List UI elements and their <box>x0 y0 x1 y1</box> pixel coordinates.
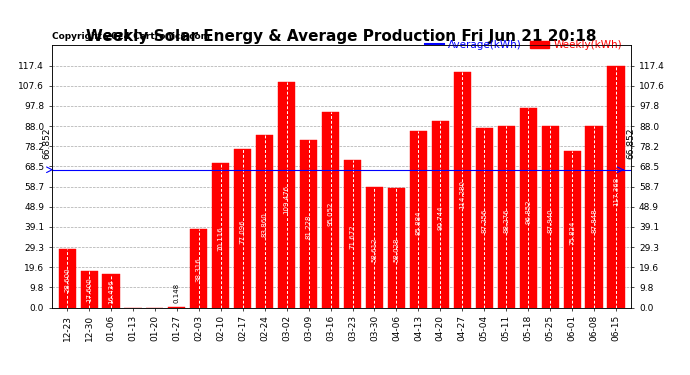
Text: 117.368: 117.368 <box>613 177 619 206</box>
Bar <box>81 271 98 308</box>
Bar <box>278 82 295 308</box>
Bar <box>564 151 581 308</box>
Bar <box>256 135 273 308</box>
Bar <box>542 126 559 308</box>
Text: 77.096: 77.096 <box>239 219 246 244</box>
Bar <box>213 163 229 308</box>
Bar <box>410 130 427 308</box>
Text: 114.280: 114.280 <box>460 180 465 209</box>
Text: 87.848: 87.848 <box>591 208 597 233</box>
Text: 90.744: 90.744 <box>437 206 444 230</box>
Bar <box>59 249 76 308</box>
Text: 83.860: 83.860 <box>262 212 268 237</box>
Bar <box>607 66 624 308</box>
Text: 66.852: 66.852 <box>43 128 52 159</box>
Text: 95.052: 95.052 <box>328 201 333 226</box>
Bar <box>520 108 537 308</box>
Bar <box>190 228 208 308</box>
Text: 66.852: 66.852 <box>627 128 636 159</box>
Text: 38.316: 38.316 <box>196 257 202 282</box>
Bar <box>388 188 405 308</box>
Text: 109.476: 109.476 <box>284 184 290 214</box>
Text: 70.116: 70.116 <box>218 226 224 251</box>
Text: 58.028: 58.028 <box>393 238 400 262</box>
Text: 17.600: 17.600 <box>86 278 92 303</box>
Text: 71.672: 71.672 <box>350 224 355 249</box>
Text: 88.276: 88.276 <box>503 208 509 232</box>
Bar <box>300 140 317 308</box>
Text: Copyright 2024 Cartronics.com: Copyright 2024 Cartronics.com <box>52 32 210 41</box>
Bar <box>322 112 339 308</box>
Legend: Average(kWh), Weekly(kWh): Average(kWh), Weekly(kWh) <box>422 36 626 54</box>
Text: 87.940: 87.940 <box>547 208 553 233</box>
Title: Weekly Solar Energy & Average Production Fri Jun 21 20:18: Weekly Solar Energy & Average Production… <box>86 29 597 44</box>
Text: 75.824: 75.824 <box>569 220 575 245</box>
Bar <box>344 160 361 308</box>
Bar <box>475 128 493 308</box>
Bar <box>432 120 449 308</box>
Bar <box>454 72 471 308</box>
Bar <box>497 126 515 308</box>
Text: 87.256: 87.256 <box>481 209 487 234</box>
Bar <box>585 126 602 308</box>
Text: 0.148: 0.148 <box>174 283 180 303</box>
Text: 85.884: 85.884 <box>415 210 422 235</box>
Text: 58.612: 58.612 <box>371 237 377 262</box>
Text: 28.600: 28.600 <box>64 267 70 291</box>
Bar <box>102 274 119 308</box>
Text: 81.228: 81.228 <box>306 215 312 239</box>
Text: 16.436: 16.436 <box>108 279 114 303</box>
Bar <box>234 148 251 308</box>
Text: 96.852: 96.852 <box>525 200 531 224</box>
Bar <box>366 187 383 308</box>
